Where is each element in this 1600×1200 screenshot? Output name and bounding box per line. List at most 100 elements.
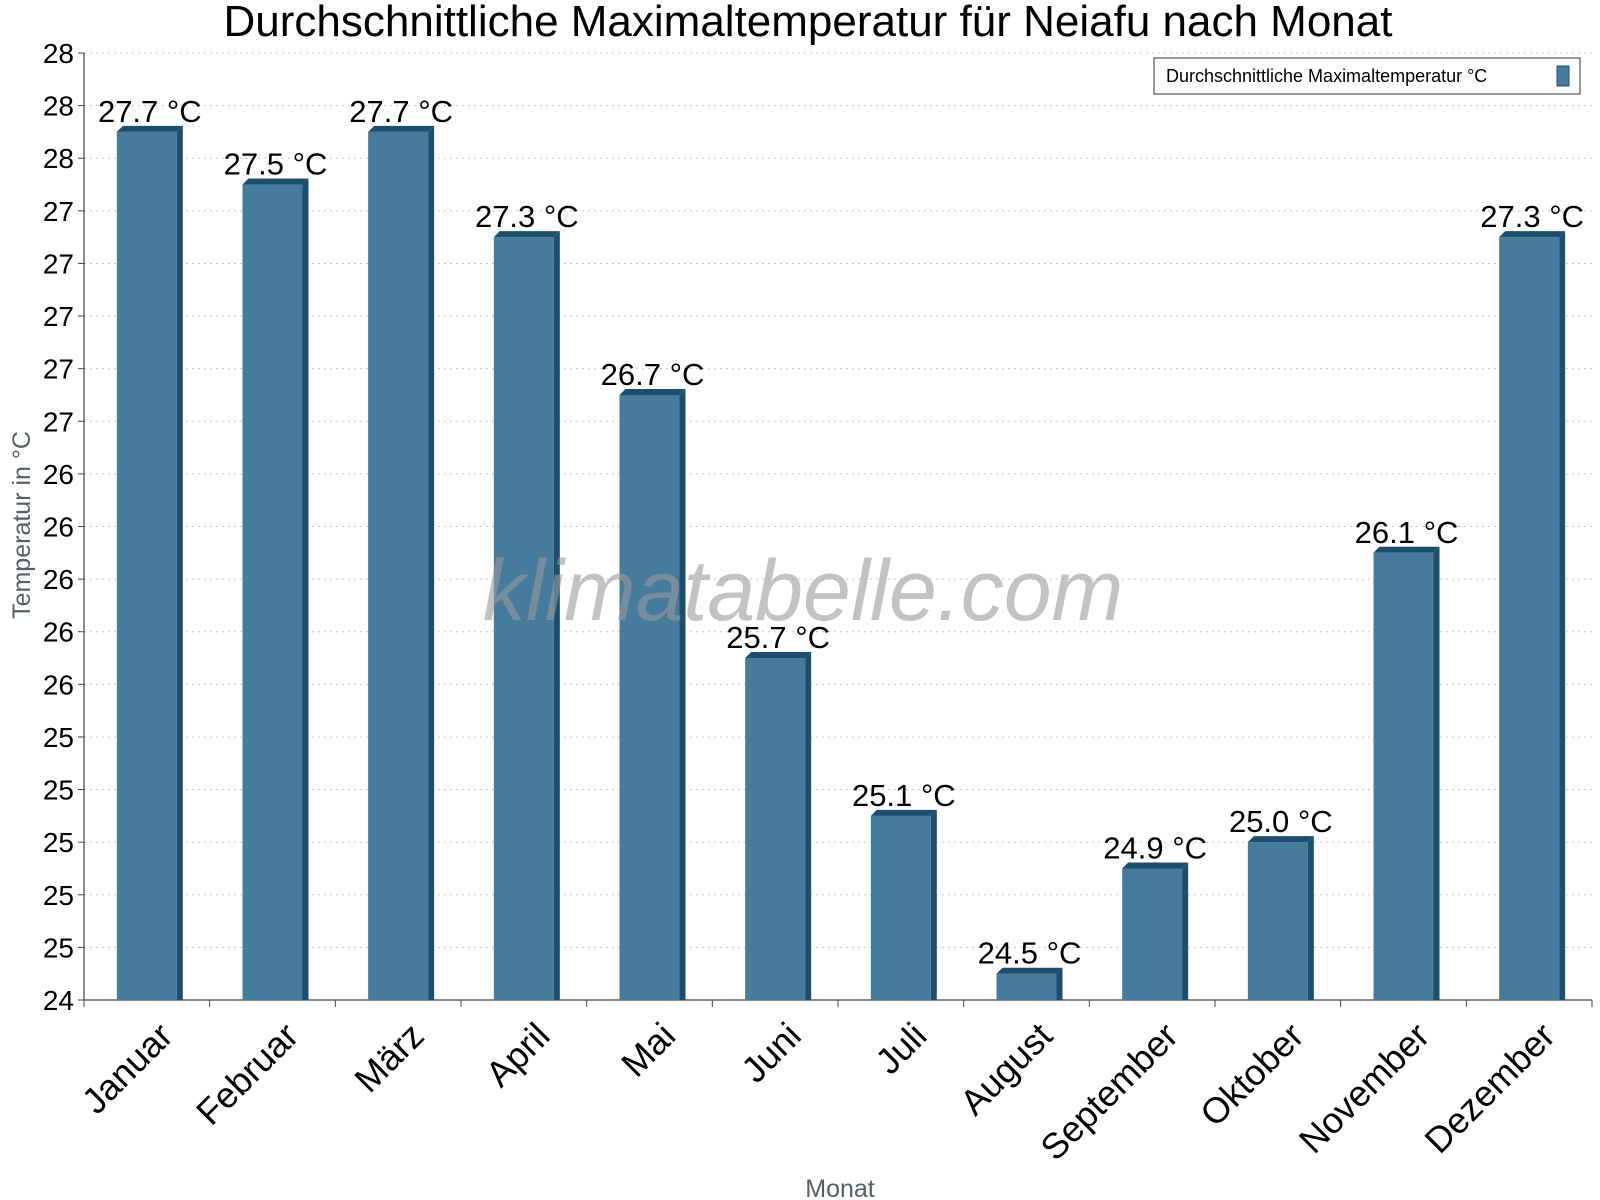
y-tick-label: 25 — [43, 827, 74, 858]
y-tick-label: 28 — [43, 38, 74, 69]
legend-box — [1153, 57, 1581, 95]
bar-top-edge — [745, 652, 812, 659]
data-label: 26.1 °C — [1355, 515, 1459, 550]
y-tick-label: 26 — [43, 459, 74, 490]
bars — [116, 125, 1566, 1000]
bar-side-edge — [805, 652, 812, 1000]
x-tick-label: Februar — [188, 1015, 306, 1133]
y-tick-label: 26 — [43, 669, 74, 700]
bar-top-edge — [1373, 546, 1440, 553]
x-tick-label: April — [478, 1015, 558, 1095]
y-tick-label: 27 — [43, 354, 74, 385]
bar-face — [116, 131, 177, 1000]
bar-face — [996, 973, 1057, 1000]
bar-face — [368, 131, 429, 1000]
x-tick-label: September — [1032, 1015, 1186, 1169]
x-tick-label: Juli — [867, 1015, 934, 1082]
data-label: 27.7 °C — [349, 94, 453, 129]
bar-mai — [619, 388, 686, 1000]
bar-side-edge — [930, 809, 937, 1000]
bar-side-edge — [1559, 231, 1566, 1000]
bar-face — [745, 658, 806, 1000]
y-tick-label: 25 — [43, 880, 74, 911]
bar-august — [996, 967, 1063, 1000]
data-label: 25.7 °C — [726, 620, 830, 655]
bar-side-edge — [1056, 967, 1063, 1000]
bar-juli — [870, 809, 937, 1000]
watermark: klimatabelle.com — [483, 543, 1123, 639]
data-label: 26.7 °C — [601, 357, 705, 392]
bar-side-edge — [1182, 862, 1189, 1000]
y-tick-label: 25 — [43, 932, 74, 963]
data-label: 27.5 °C — [224, 147, 328, 182]
bar-februar — [242, 178, 309, 1000]
legend-entry-label: Durchschnittliche Maximaltemperatur °C — [1166, 66, 1487, 86]
y-tick-label: 26 — [43, 617, 74, 648]
y-tick-label: 28 — [43, 91, 74, 122]
bar-april — [493, 231, 560, 1000]
y-tick-label: 27 — [43, 406, 74, 437]
data-labels: 27.7 °C 27.5 °C 27.7 °C 27.3 °C 26.7 °C 25.7 … — [98, 94, 1584, 971]
bar-november — [1373, 546, 1440, 1000]
bar-top-edge — [1499, 231, 1566, 238]
data-label: 25.1 °C — [852, 778, 956, 813]
x-tick-label: Mai — [613, 1015, 683, 1085]
bar-top-edge — [1247, 836, 1314, 843]
bar-januar — [116, 125, 183, 1000]
bar-september — [1122, 862, 1189, 1000]
x-tick-label: November — [1291, 1015, 1437, 1161]
x-tick-labels: Januar Februar März April Mai Juni Juli AugustS… — [74, 1015, 1563, 1169]
bar-face — [1373, 552, 1434, 1000]
bar-face — [870, 815, 931, 1000]
bar-side-edge — [176, 125, 183, 1000]
bar-top-edge — [493, 231, 560, 238]
axes — [78, 52, 1593, 1007]
bar-juni — [745, 652, 812, 1000]
bar-top-edge — [619, 388, 686, 395]
data-label: 27.3 °C — [1480, 199, 1584, 234]
gridlines — [84, 52, 1592, 948]
bar-side-edge — [428, 125, 435, 1000]
bar-oktober — [1247, 836, 1314, 1000]
bar-side-edge — [1307, 836, 1314, 1000]
x-tick-label: August — [952, 1015, 1060, 1123]
x-tick-label: Oktober — [1192, 1015, 1312, 1135]
y-tick-label: 27 — [43, 248, 74, 279]
x-tick-label: März — [346, 1015, 432, 1101]
bar-face — [619, 394, 680, 1000]
data-label: 25.0 °C — [1229, 804, 1333, 839]
bar-top-edge — [368, 125, 435, 132]
legend: Durchschnittliche Maximaltemperatur °C — [1153, 57, 1581, 95]
bar-face — [1247, 842, 1308, 1000]
y-tick-labels: 24 25 25 25 25 25 26 26 26 26 26 27 27 27 27 27 28 28 28 — [43, 38, 74, 1016]
bar-face — [242, 184, 303, 1000]
bar-märz — [368, 125, 435, 1000]
chart-title: Durchschnittliche Maximaltemperatur für … — [224, 0, 1393, 46]
data-label: 24.5 °C — [978, 936, 1082, 971]
y-tick-label: 26 — [43, 512, 74, 543]
bar-top-edge — [116, 125, 183, 132]
y-tick-label: 28 — [43, 143, 74, 174]
bar-top-edge — [996, 967, 1063, 974]
y-tick-label: 27 — [43, 196, 74, 227]
bar-top-edge — [870, 809, 937, 816]
data-label: 24.9 °C — [1103, 830, 1207, 865]
y-tick-label: 27 — [43, 301, 74, 332]
legend-swatch — [1556, 65, 1570, 87]
bar-side-edge — [679, 388, 686, 1000]
y-axis-label: Temperatur in °C — [8, 431, 36, 619]
bar-face — [1499, 237, 1560, 1000]
bar-face — [1122, 868, 1183, 1000]
data-label: 27.3 °C — [475, 199, 579, 234]
data-label: 27.7 °C — [98, 94, 202, 129]
bar-face — [493, 237, 554, 1000]
bar-side-edge — [553, 231, 560, 1000]
bar-top-edge — [242, 178, 309, 185]
x-tick-label: Januar — [74, 1015, 181, 1122]
x-tick-label: Dezember — [1416, 1015, 1562, 1161]
bar-top-edge — [1122, 862, 1189, 869]
y-tick-label: 25 — [43, 722, 74, 753]
y-tick-label: 26 — [43, 564, 74, 595]
